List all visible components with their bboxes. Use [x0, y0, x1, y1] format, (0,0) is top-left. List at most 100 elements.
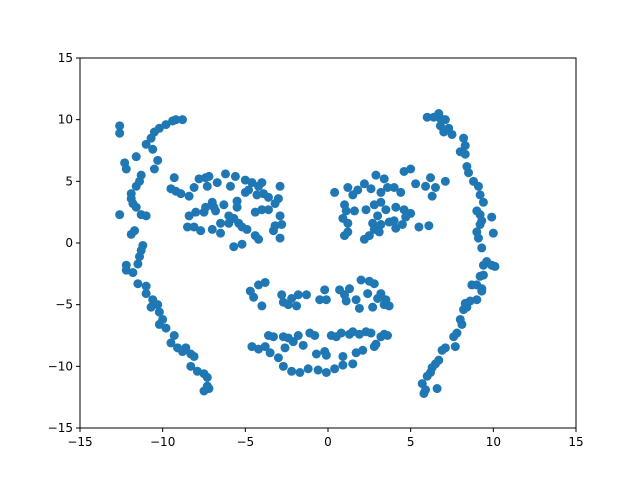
scatter-point — [379, 174, 389, 184]
scatter-point — [209, 202, 219, 212]
scatter-point — [232, 196, 242, 206]
scatter-point — [391, 223, 401, 233]
scatter-point — [169, 331, 179, 340]
scatter-point — [154, 307, 164, 317]
scatter-point — [275, 181, 285, 191]
scatter-point — [232, 202, 242, 212]
scatter-point — [216, 228, 226, 238]
scatter-point — [219, 200, 229, 210]
scatter-point — [391, 202, 401, 212]
scatter-point — [396, 187, 406, 197]
scatter-point — [250, 207, 260, 217]
scatter-point — [130, 226, 140, 236]
scatter-point — [389, 183, 399, 192]
scatter-point — [478, 197, 488, 207]
scatter-point — [149, 164, 159, 174]
scatter-point — [249, 292, 259, 302]
scatter-point — [361, 205, 371, 215]
scatter-point — [411, 179, 421, 189]
scatter-point — [161, 323, 171, 333]
scatter-point — [202, 372, 212, 382]
scatter-point — [121, 164, 131, 174]
scatter-point — [224, 211, 234, 221]
scatter-point — [343, 183, 353, 192]
scatter-point — [242, 224, 252, 234]
x-tick-label: 15 — [568, 435, 583, 449]
scatter-point — [401, 212, 411, 222]
scatter-point — [128, 268, 138, 278]
scatter-point — [315, 295, 325, 305]
scatter-point — [366, 328, 376, 338]
scatter-point — [302, 290, 312, 300]
scatter-point — [374, 227, 384, 237]
scatter-point — [270, 199, 280, 209]
scatter-point — [229, 242, 239, 252]
scatter-point — [426, 173, 436, 183]
scatter-point — [275, 233, 285, 243]
scatter-point — [477, 286, 487, 296]
scatter-point — [397, 220, 407, 229]
scatter-point — [257, 301, 267, 311]
scatter-point — [338, 351, 348, 361]
scatter-point — [184, 211, 194, 221]
scatter-point — [265, 348, 275, 358]
x-tick-label: 5 — [407, 435, 415, 449]
scatter-point — [475, 271, 485, 281]
scatter-point — [252, 190, 262, 200]
scatter-point — [477, 243, 487, 253]
scatter-point — [136, 170, 146, 180]
scatter-point — [336, 328, 346, 338]
scatter-point — [321, 295, 331, 305]
scatter-point — [440, 115, 450, 125]
scatter-point — [313, 365, 323, 375]
scatter-point — [363, 289, 373, 299]
scatter-point — [263, 192, 273, 202]
scatter-point — [348, 359, 358, 369]
scatter-point — [321, 350, 331, 360]
scatter-point — [295, 368, 305, 377]
scatter-point — [475, 190, 485, 200]
scatter-point — [115, 128, 125, 138]
scatter-point — [343, 227, 353, 237]
scatter-point — [343, 218, 353, 228]
scatter-point — [359, 179, 369, 189]
scatter-point — [310, 331, 320, 340]
scatter-point — [430, 183, 440, 192]
y-tick-label: 15 — [58, 51, 73, 65]
scatter-point — [457, 319, 467, 329]
y-tick-label: −15 — [48, 421, 73, 435]
scatter-point — [447, 129, 457, 139]
scatter-point — [376, 197, 386, 207]
scatter-point — [460, 149, 470, 159]
y-axis-ticks: −15 −10 −5 0 5 10 15 — [48, 51, 80, 435]
scatter-point — [419, 388, 429, 398]
scatter-point — [161, 120, 171, 130]
scatter-point — [376, 289, 386, 299]
scatter-point — [189, 351, 199, 361]
scatter-point — [356, 275, 366, 285]
scatter-point — [383, 183, 393, 192]
scatter-point — [330, 187, 340, 197]
scatter-point — [366, 184, 376, 194]
scatter-point — [141, 289, 151, 299]
scatter-point — [225, 181, 235, 191]
scatter-point — [440, 176, 450, 186]
scatter-point — [354, 303, 364, 313]
scatter-point — [439, 127, 449, 137]
scatter-point — [287, 294, 297, 303]
scatter-point — [199, 386, 209, 396]
scatter-point — [371, 170, 381, 180]
scatter-point — [338, 360, 348, 370]
scatter-point — [422, 112, 432, 122]
scatter-point — [424, 221, 434, 231]
scatter-point — [376, 187, 386, 197]
scatter-point — [166, 184, 176, 194]
scatter-point — [184, 191, 194, 201]
scatter-point — [260, 342, 270, 352]
scatter-point — [384, 301, 394, 311]
scatter-point — [288, 337, 298, 347]
scatter-point — [450, 342, 460, 352]
scatter-point — [421, 181, 431, 191]
scatter-point — [212, 178, 222, 188]
scatter-point — [293, 331, 303, 340]
